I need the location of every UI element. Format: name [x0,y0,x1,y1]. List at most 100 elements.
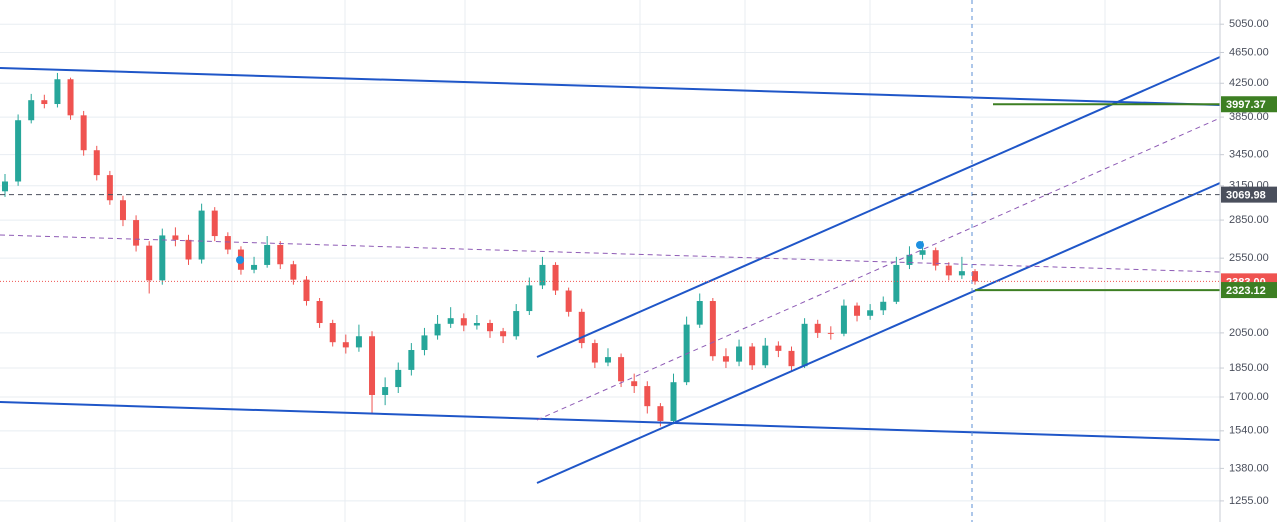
candle-body [893,264,900,302]
candle-body [591,343,598,363]
price-label-box [1221,96,1277,113]
candle-body [198,210,205,260]
marker-dot [236,256,244,264]
candle-body [604,357,611,363]
candle-body [434,323,441,336]
candle-body [958,271,965,276]
candle-body [342,342,349,348]
candle-body [500,331,507,337]
candle-body [133,220,140,246]
price-label-box [1221,282,1277,299]
candle-body [41,100,48,105]
candle-body [277,244,284,265]
grid [0,23,1220,502]
y-tick-label: 3850.00 [1229,111,1269,123]
candle-body [172,235,179,240]
candle-body [28,100,35,121]
candle-body [2,181,8,192]
candle-body [814,323,821,333]
candle-body [696,301,703,325]
candle-body [762,345,769,366]
candle-body [159,235,166,281]
candle-body [447,318,454,324]
trend-line-dashed [536,117,1221,421]
candle-body [631,381,638,387]
candle-body [972,271,978,282]
price-label: 3069.98 [1226,190,1266,202]
candle-body [460,318,467,326]
candle-body [316,301,323,324]
y-tick-label: 3450.00 [1229,149,1269,161]
candle-body [919,250,926,255]
candle-body [565,290,572,312]
candle-body [657,406,664,421]
y-tick-label: 2050.00 [1229,327,1269,339]
trend-line-dashed [0,234,1221,273]
candle-body [473,323,480,326]
candle-body [578,311,585,344]
candle-body [211,210,218,237]
candle-body [880,301,887,311]
candle-body [670,382,677,421]
candle-body [709,301,716,357]
y-tick-label: 1850.00 [1229,362,1269,374]
candle-body [80,115,87,151]
candle-body [854,305,861,316]
y-tick-label: 1255.00 [1229,495,1269,507]
candle-body [552,264,559,291]
y-tick-label: 2550.00 [1229,252,1269,264]
y-tick-label: 1380.00 [1229,462,1269,474]
candle-body [749,346,756,366]
candle-body [67,79,74,116]
candle-body [421,335,428,351]
y-tick-label: 2850.00 [1229,214,1269,226]
y-tick-label: 1700.00 [1229,391,1269,403]
candle-body [867,310,874,316]
candle-body [369,336,376,395]
candle-body [827,332,834,334]
candle-body [54,79,61,105]
candle-body [932,250,939,266]
marker-dot [916,241,924,249]
candle-body [722,356,729,362]
candle-body [355,336,362,348]
candle-body [644,386,651,407]
candle-body [487,323,493,332]
candle-body [775,345,782,351]
candle-body [945,265,952,276]
price-label: 2323.12 [1226,285,1266,297]
y-tick-label: 4650.00 [1229,46,1269,58]
trend-line [0,67,1221,106]
trend-line [536,56,1221,358]
candle-body [539,264,546,286]
candle-body [395,369,402,388]
candle-body [801,323,808,367]
price-label-box [1221,186,1277,203]
candle-body [290,264,297,280]
candle-body [224,236,231,250]
candle-body [736,346,743,362]
candle-body [618,357,625,382]
candle-body [119,200,126,221]
candle-body [329,323,336,343]
candle-body [513,311,520,337]
candle-body [788,350,795,367]
y-tick-label: 5050.00 [1229,18,1269,30]
trend-line [0,401,1221,441]
candle-body [382,387,389,395]
candle-body [146,245,153,281]
candle-body [840,305,847,334]
price-lines [0,103,1220,292]
candle-body [303,279,310,302]
drawings [0,0,1221,522]
candle-body [15,120,22,182]
y-tick-label: 4250.00 [1229,77,1269,89]
candles [2,72,978,427]
price-axis: 5050.004650.004250.003850.003450.003150.… [1220,18,1269,507]
price-label: 3997.37 [1226,99,1266,111]
candle-body [526,285,533,312]
candle-body [906,254,913,265]
